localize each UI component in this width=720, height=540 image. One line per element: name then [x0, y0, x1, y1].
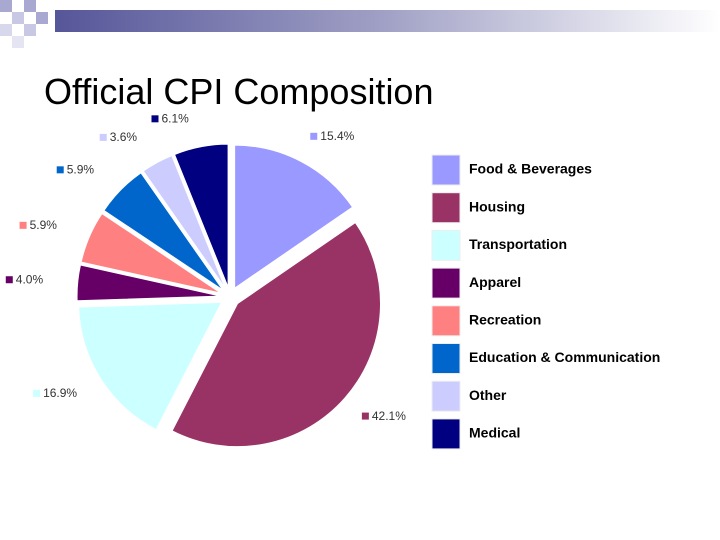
data-label: 4.0% — [16, 272, 44, 286]
legend-swatch — [431, 154, 461, 186]
label-swatch — [19, 221, 27, 229]
legend-swatch — [431, 418, 461, 450]
pie-slice — [171, 221, 381, 448]
header-decoration — [0, 0, 720, 48]
label-swatch — [33, 389, 41, 397]
label-swatch — [99, 133, 107, 141]
legend-label: Housing — [469, 198, 525, 214]
legend-swatch — [431, 305, 461, 337]
label-swatch — [361, 412, 369, 420]
pie-slice — [103, 172, 224, 291]
data-label: 6.1% — [161, 111, 189, 125]
chart-title: Official CPI Composition — [44, 71, 433, 112]
label-swatch — [151, 115, 159, 123]
data-label: 42.1% — [372, 409, 406, 423]
legend-swatch — [431, 192, 461, 224]
legend-swatch — [431, 267, 461, 299]
legend-label: Recreation — [469, 312, 541, 328]
legend-label: Medical — [469, 425, 520, 441]
legend-label: Transportation — [469, 236, 567, 252]
pie: 15.4% 42.1% 16.9% 4.0% 5.9% 5.9% 3.6% 6.1% — [5, 111, 406, 448]
pie-slice — [80, 212, 222, 294]
pie-slice — [234, 144, 354, 290]
legend-label: Education & Communication — [469, 349, 660, 365]
label-swatch — [56, 166, 64, 174]
pie-slice — [142, 154, 226, 289]
data-label: 5.9% — [67, 163, 95, 177]
pie-slice — [76, 264, 221, 302]
label-swatch — [310, 132, 318, 140]
label-swatch — [5, 276, 13, 284]
pie-slice — [173, 143, 229, 288]
data-label: 16.9% — [43, 386, 77, 400]
pie-slice — [78, 301, 223, 431]
legend-label: Food & Beverages — [469, 161, 592, 177]
data-label: 15.4% — [320, 129, 354, 143]
legend-label: Apparel — [469, 274, 521, 290]
legend-swatch — [431, 229, 461, 261]
legend-swatch — [431, 343, 461, 374]
legend: Food & Beverages Housing Transportation App… — [431, 154, 660, 450]
data-label: 5.9% — [30, 218, 58, 232]
legend-label: Other — [469, 387, 507, 403]
legend-swatch — [431, 380, 461, 412]
data-label: 3.6% — [110, 130, 138, 144]
